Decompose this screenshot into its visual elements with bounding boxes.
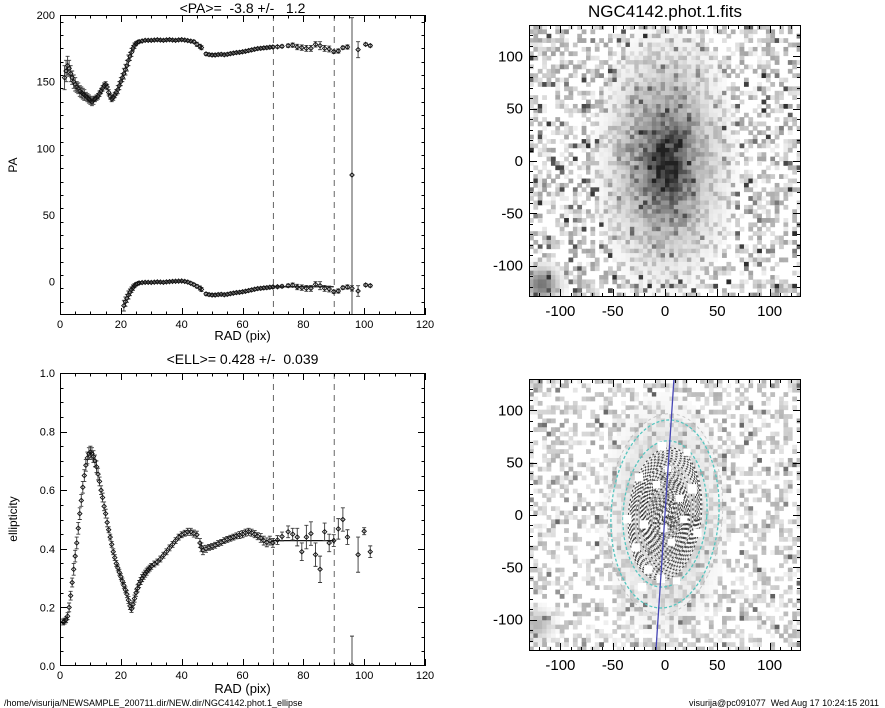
pa-x-axis-label: RAD (pix) — [214, 328, 271, 343]
ellipticity-y-axis-label: ellipticity — [6, 496, 20, 542]
pa-plot-title: <PA>= -3.8 +/- 1.2 — [179, 0, 306, 16]
ellipticity-plot-canvas — [0, 352, 443, 708]
pa-plot-canvas — [0, 0, 443, 352]
user-timestamp-footer: visurija@pc091077 Wed Aug 17 10:24:15 20… — [689, 698, 879, 708]
pa-y-axis-label: PA — [6, 157, 20, 173]
file-path-footer: /home/visurija/NEWSAMPLE_200711.dir/NEW.… — [4, 698, 303, 708]
ellipticity-plot-title: <ELL>= 0.428 +/- 0.039 — [166, 351, 319, 367]
fits-image-title: NGC4142.phot.1.fits — [587, 2, 743, 21]
contour-image-canvas — [443, 352, 885, 708]
ellipticity-x-axis-label: RAD (pix) — [214, 681, 271, 696]
galaxy-image-canvas — [443, 0, 885, 352]
